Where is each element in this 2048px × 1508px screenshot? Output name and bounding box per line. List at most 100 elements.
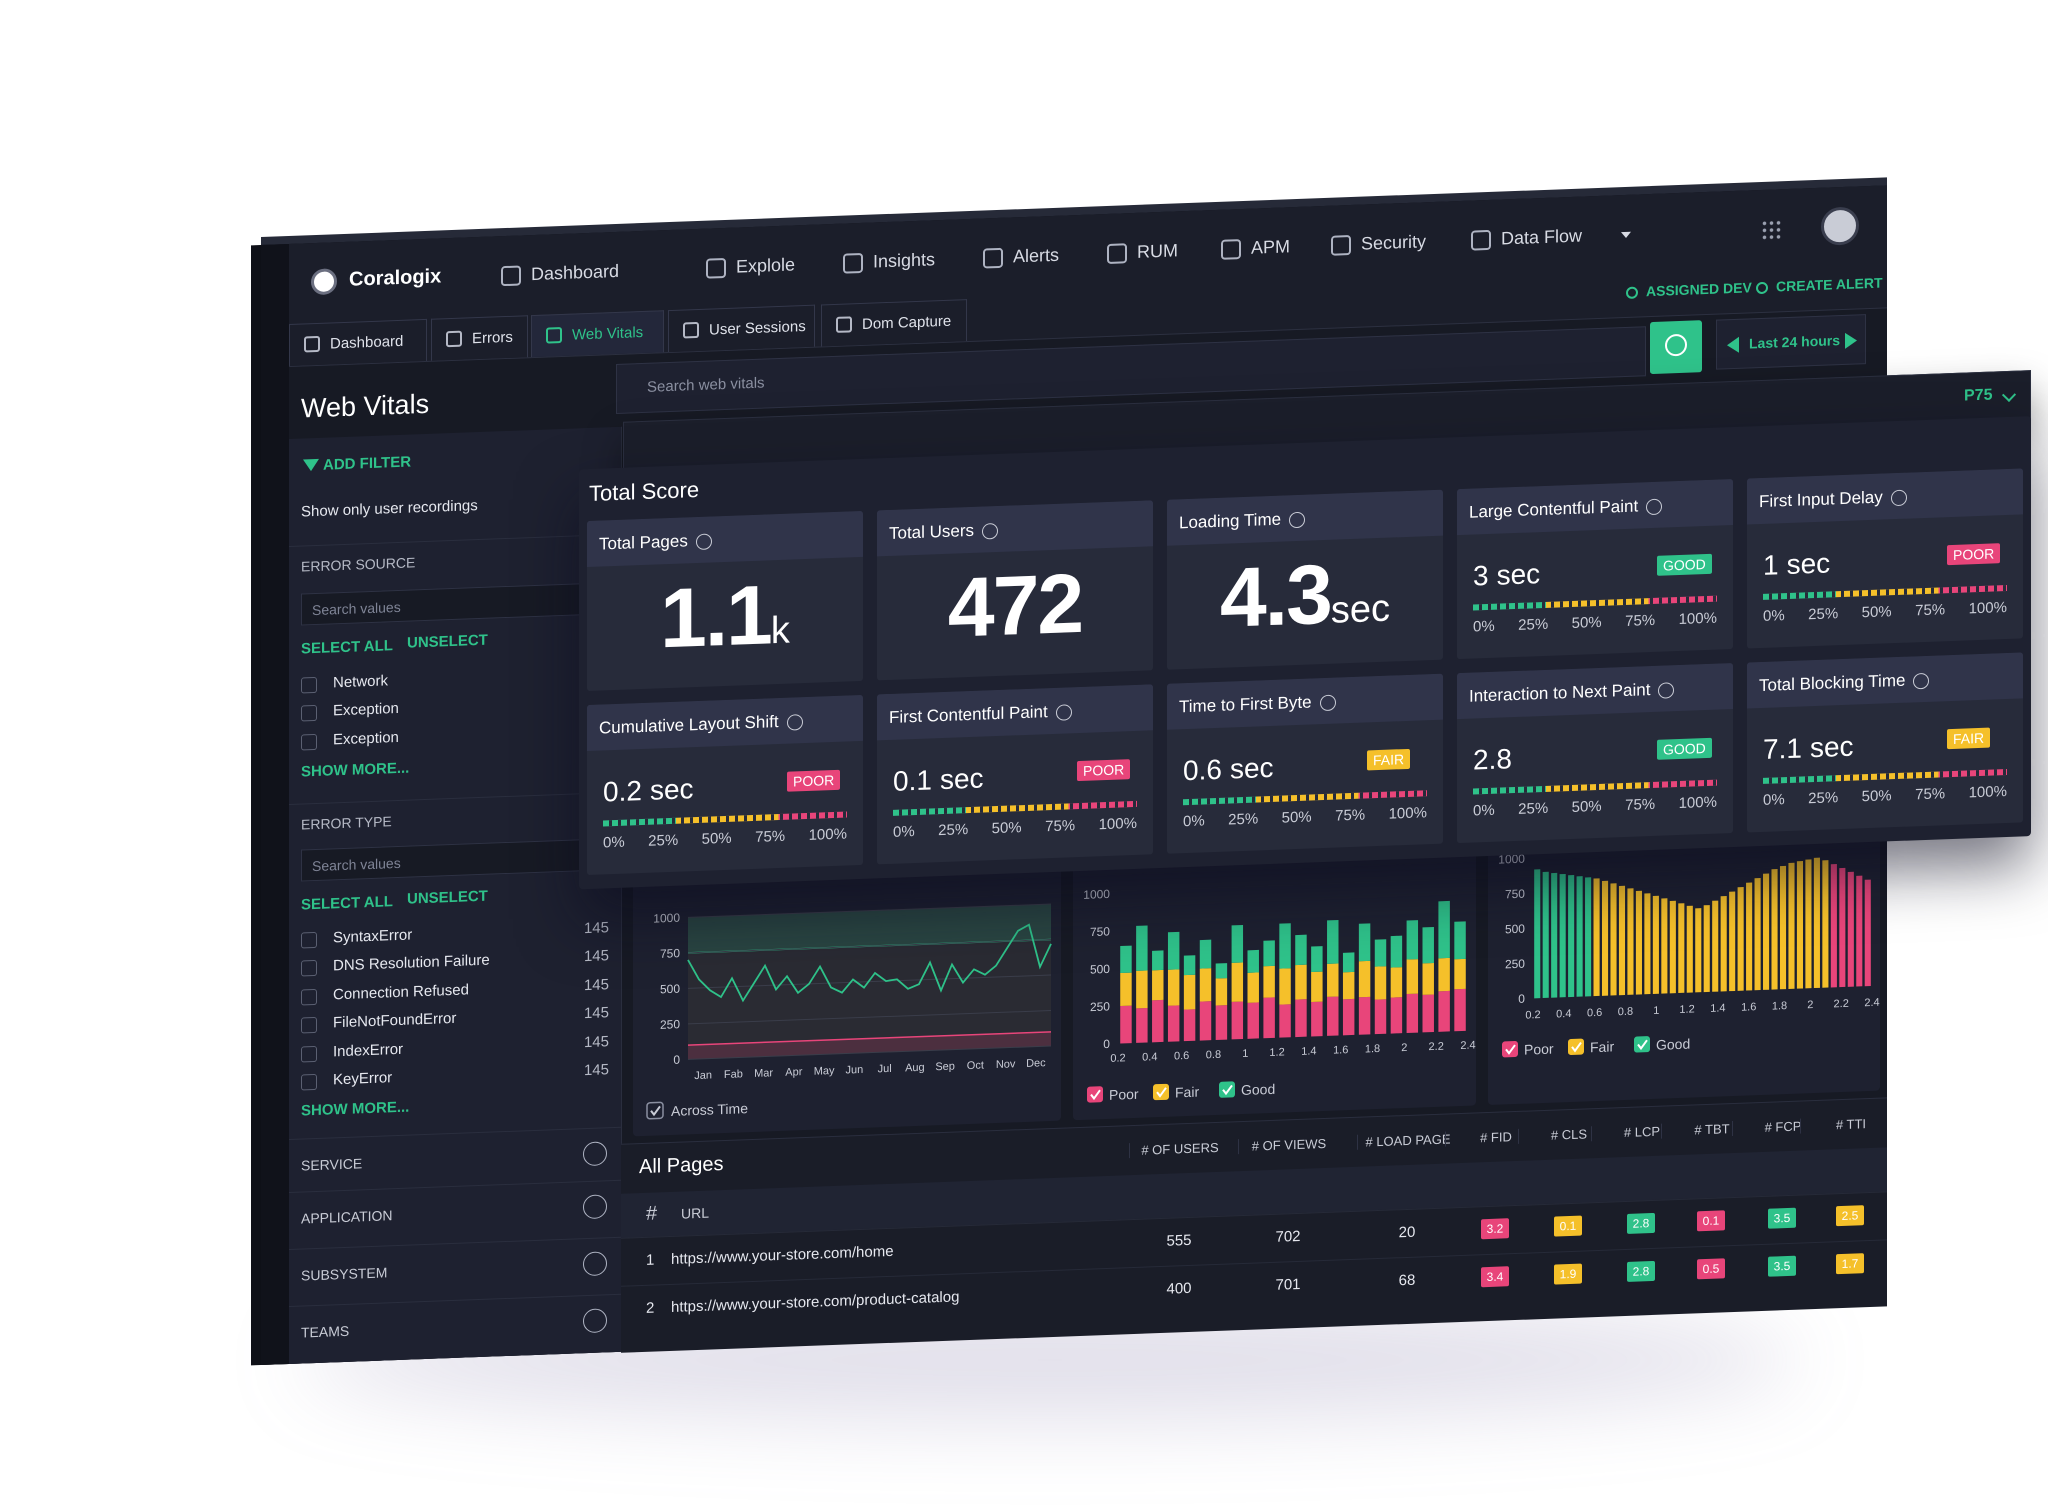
option-count: 145: [583, 1032, 609, 1051]
scale-label: 100%: [1098, 814, 1137, 834]
x-tick-label: 0.2: [1525, 1009, 1540, 1022]
nav-item[interactable]: Security: [1361, 231, 1427, 254]
checkbox[interactable]: [301, 705, 317, 722]
checkbox[interactable]: [301, 931, 317, 949]
x-tick-label: 1.4: [1710, 1002, 1725, 1015]
bar: [1167, 931, 1180, 970]
tab[interactable]: Dashboard: [289, 318, 427, 366]
percentile[interactable]: P75: [1964, 386, 1993, 405]
scale-label: 0%: [603, 833, 625, 852]
metric-badge: 2.5: [1836, 1205, 1864, 1227]
nav-item[interactable]: Data Flow: [1501, 225, 1583, 249]
cell: 400: [1166, 1279, 1192, 1298]
scale-label: 50%: [1571, 613, 1602, 632]
checkbox[interactable]: [301, 988, 317, 1006]
cell: 702: [1275, 1227, 1301, 1246]
bar: [1374, 999, 1387, 1035]
x-tick-label: 0.6: [1587, 1007, 1602, 1020]
section-title[interactable]: SUBSYSTEM: [301, 1264, 388, 1284]
tab[interactable]: User Sessions: [668, 304, 815, 353]
scale-label: 100%: [1968, 782, 2007, 802]
bar: [1438, 990, 1450, 1032]
status-badge: FAIR: [1367, 748, 1411, 771]
status-badge: POOR: [1947, 543, 2001, 566]
unselect[interactable]: UNSELECT: [407, 887, 488, 908]
scale-label: 25%: [1808, 605, 1839, 624]
metric-badge: 2.8: [1627, 1260, 1655, 1282]
bar: [1342, 952, 1355, 973]
option-count: 145: [583, 1061, 609, 1080]
value-unit: sec: [1330, 587, 1390, 632]
help-icon: [982, 522, 999, 540]
checkbox[interactable]: [301, 1045, 317, 1063]
section-title[interactable]: SERVICE: [301, 1155, 363, 1174]
bar: [1311, 1001, 1323, 1037]
cell: 68: [1398, 1271, 1416, 1290]
scale-label: 50%: [1861, 787, 1892, 806]
chart: 0 250 500 750 1000 0.2 0.4 0.6 0.8 1 1.2 1.4 1.6 1.8 2…: [1083, 887, 1475, 1103]
select-all[interactable]: SELECT ALL: [301, 637, 393, 658]
bar: [1327, 963, 1339, 997]
select-all[interactable]: SELECT ALL: [301, 893, 393, 914]
status-badge: FAIR: [1947, 727, 1991, 750]
y-tick-label: 0: [1103, 1037, 1110, 1051]
y-tick-label: 250: [660, 1017, 680, 1032]
score-gauge: [1183, 790, 1427, 806]
bar: [1247, 1002, 1259, 1039]
time-range[interactable]: Last 24 hours: [1716, 314, 1866, 370]
metric-badge: 0.1: [1554, 1215, 1582, 1237]
nav-item[interactable]: Dashboard: [531, 260, 620, 285]
x-tick-label: 0.2: [1110, 1052, 1125, 1065]
chart-panel: 0 250 500 750 1000 0.2 0.4 0.6 0.8 1 1.2 1.4 1.6 1.8 2…: [1488, 805, 1880, 1106]
nav-icon: [1107, 243, 1127, 264]
tile-value: 0.1 sec: [893, 763, 984, 798]
column-header: URL: [681, 1204, 710, 1222]
x-tick-label: 1.2: [1679, 1003, 1694, 1016]
tile-value: 2.8: [1473, 743, 1512, 776]
x-tick-label: Mar: [754, 1067, 773, 1080]
tab[interactable]: Errors: [431, 315, 528, 361]
bar: [1771, 868, 1778, 990]
search-button[interactable]: [1650, 320, 1702, 375]
bar: [1120, 945, 1132, 973]
scale-label: 25%: [1518, 615, 1549, 634]
checkbox[interactable]: [301, 960, 317, 977]
scale-label: 75%: [1625, 795, 1656, 814]
nav-item[interactable]: Alerts: [1013, 244, 1060, 267]
bar: [1152, 950, 1164, 971]
nav-item[interactable]: Explole: [736, 254, 796, 277]
bar: [1152, 999, 1164, 1043]
tab[interactable]: Dom Capture: [821, 299, 967, 347]
bar: [1358, 960, 1371, 998]
chart-panel: 0 250 500 750 1000 0.2 0.4 0.6 0.8 1 1.2 1.4 1.6 1.8 2…: [1073, 820, 1476, 1121]
bar: [1652, 895, 1659, 994]
metric-tile: Time to First Byte 0.6 sec FAIR 0% 25% 50% 75% 1…: [1167, 673, 1443, 854]
add-filter[interactable]: ADD FILTER: [323, 453, 412, 474]
scale-label: 100%: [808, 825, 847, 844]
checkbox[interactable]: [301, 676, 317, 694]
help-icon: [1055, 703, 1072, 721]
bar: [1279, 923, 1291, 969]
scale-label: 25%: [938, 821, 969, 840]
scale-label: 100%: [1678, 793, 1717, 813]
nav-item[interactable]: RUM: [1137, 240, 1178, 262]
checkbox[interactable]: [301, 1017, 317, 1034]
tab[interactable]: Web Vitals: [531, 310, 664, 358]
nav-item[interactable]: Insights: [873, 249, 936, 272]
apps-icon: [1761, 219, 1781, 240]
big-value: 1.1k: [587, 563, 863, 670]
bar: [1358, 923, 1371, 962]
bar: [1342, 998, 1355, 1036]
chart-panel: 0 250 500 750 1000 Jan Fab Mar Apr May Jun Jul Aug Se…: [633, 835, 1061, 1137]
bar: [1737, 887, 1744, 991]
bar: [1327, 919, 1339, 964]
unselect[interactable]: UNSELECT: [407, 631, 488, 652]
bar: [1559, 873, 1566, 998]
section-title[interactable]: APPLICATION: [301, 1207, 393, 1227]
section-title[interactable]: TEAMS: [301, 1322, 350, 1341]
checkbox[interactable]: [301, 1073, 317, 1091]
checkbox[interactable]: [301, 733, 317, 751]
bar: [1864, 879, 1871, 987]
nav-item[interactable]: APM: [1251, 236, 1291, 258]
